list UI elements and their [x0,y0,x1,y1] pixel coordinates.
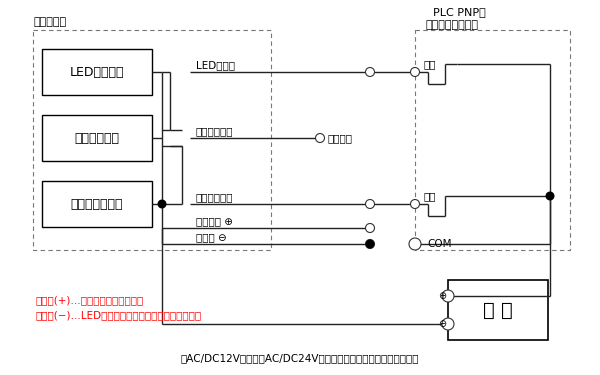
Circle shape [410,68,419,76]
Text: 穏層信号灯: 穏層信号灯 [34,17,67,27]
Bar [415,30,570,250]
Text: ブザーユニット: ブザーユニット [71,198,123,210]
Circle shape [365,240,374,249]
Text: ⊖: ⊖ [438,319,446,329]
Circle shape [410,200,419,208]
Text: 点滅用共通線: 点滅用共通線 [196,126,233,136]
Text: 電源線(+)…点滅ユニットの電源線: 電源線(+)…点滅ユニットの電源線 [35,295,143,305]
Circle shape [365,68,374,76]
Text: ブザー信号線: ブザー信号線 [196,192,233,202]
Text: （省略）: （省略） [328,133,353,143]
Circle shape [157,200,167,208]
Text: 電源線 ⊖: 電源線 ⊖ [196,232,227,242]
Text: （AC/DC12V、およびAC/DC24Vタイプの点灯・ブザー時の配線例）: （AC/DC12V、およびAC/DC24Vタイプの点灯・ブザー時の配線例） [181,353,419,363]
Bar [42,181,152,227]
Text: 出力: 出力 [423,191,436,201]
Circle shape [545,192,554,201]
Bar [42,49,152,95]
Circle shape [365,200,374,208]
Text: 電源線(−)…LEDユニットとブザーユニットの電源線: 電源線(−)…LEDユニットとブザーユニットの電源線 [35,310,201,320]
Text: 出力: 出力 [423,59,436,69]
Circle shape [442,318,454,330]
Text: ⊕: ⊕ [438,291,446,301]
Bar [33,30,271,250]
Text: COM: COM [427,239,452,249]
Text: 電 源: 電 源 [483,300,513,320]
Circle shape [409,238,421,250]
Text: PLC PNP型: PLC PNP型 [433,7,486,17]
Bar [42,115,152,161]
Circle shape [365,224,374,232]
Circle shape [365,240,374,249]
Circle shape [316,134,325,142]
Text: 点滅ユニット: 点滅ユニット [74,132,119,144]
Circle shape [410,240,419,249]
Text: LED信号線: LED信号線 [196,60,235,70]
Text: 電源線＊ ⊕: 電源線＊ ⊕ [196,216,233,226]
Text: LEDユニット: LEDユニット [70,66,124,78]
Bar [448,280,548,340]
Circle shape [442,290,454,302]
Text: トランジスタ出力: トランジスタ出力 [425,20,478,30]
